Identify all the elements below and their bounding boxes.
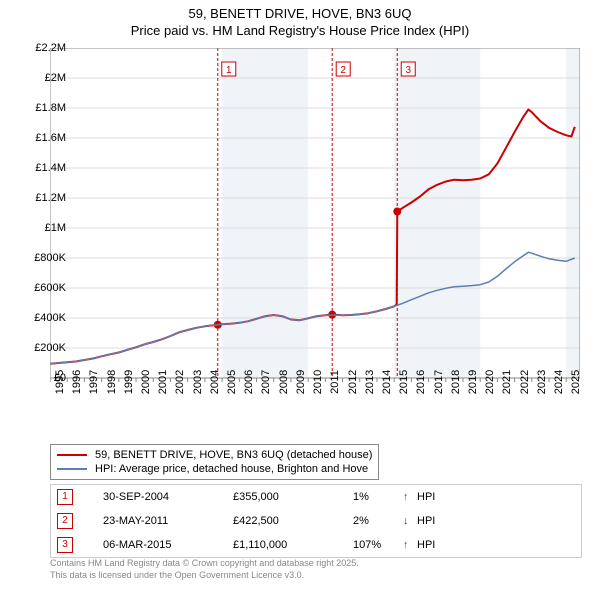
x-tick-label: 2024 (553, 370, 565, 394)
x-tick-label: 2007 (260, 370, 272, 394)
x-tick-label: 1999 (123, 370, 135, 394)
legend-swatch (57, 454, 87, 456)
transaction-suffix: HPI (417, 491, 435, 503)
x-tick-label: 2014 (381, 370, 393, 394)
transaction-price: £355,000 (233, 491, 353, 503)
x-tick-label: 1998 (106, 370, 118, 394)
x-tick-label: 2022 (519, 370, 531, 394)
x-tick-label: 2005 (226, 370, 238, 394)
x-tick-label: 2002 (174, 370, 186, 394)
legend-row: 59, BENETT DRIVE, HOVE, BN3 6UQ (detache… (57, 448, 372, 462)
transaction-row: 2 23-MAY-2011£422,5002%↓HPI (51, 509, 581, 533)
x-tick-label: 2011 (329, 370, 341, 394)
x-tick-label: 1996 (71, 370, 83, 394)
arrow-icon: ↓ (403, 515, 417, 527)
transaction-row: 1 30-SEP-2004£355,0001%↑HPI (51, 485, 581, 509)
transaction-number-badge: 2 (57, 513, 73, 529)
arrow-icon: ↑ (403, 491, 417, 503)
transaction-suffix: HPI (417, 539, 435, 551)
x-tick-label: 2000 (140, 370, 152, 394)
legend-label: 59, BENETT DRIVE, HOVE, BN3 6UQ (detache… (95, 449, 372, 461)
x-tick-label: 2020 (484, 370, 496, 394)
transaction-price: £1,110,000 (233, 539, 353, 551)
chart-area: 1 2 3 (50, 48, 580, 408)
y-tick-label: £1M (45, 222, 66, 234)
svg-text:1: 1 (226, 65, 232, 76)
transaction-pct: 1% (353, 491, 403, 503)
x-tick-label: 2006 (243, 370, 255, 394)
x-tick-label: 2010 (312, 370, 324, 394)
title-line2: Price paid vs. HM Land Registry's House … (0, 23, 600, 40)
x-tick-label: 2021 (501, 370, 513, 394)
arrow-icon: ↑ (403, 539, 417, 551)
attribution-line1: Contains HM Land Registry data © Crown c… (50, 558, 359, 570)
transaction-number-badge: 1 (57, 489, 73, 505)
y-tick-label: £2.2M (35, 42, 66, 54)
y-tick-label: £200K (34, 342, 66, 354)
x-tick-label: 2008 (278, 370, 290, 394)
x-tick-label: 2012 (347, 370, 359, 394)
x-tick-label: 2025 (570, 370, 582, 394)
transaction-pct: 107% (353, 539, 403, 551)
legend-swatch (57, 468, 87, 470)
x-tick-label: 2019 (467, 370, 479, 394)
y-tick-label: £1.2M (35, 192, 66, 204)
attribution-line2: This data is licensed under the Open Gov… (50, 570, 359, 582)
y-tick-label: £400K (34, 312, 66, 324)
x-tick-label: 2003 (192, 370, 204, 394)
title-line1: 59, BENETT DRIVE, HOVE, BN3 6UQ (0, 6, 600, 23)
y-tick-label: £2M (45, 72, 66, 84)
y-tick-label: £600K (34, 282, 66, 294)
x-tick-label: 2001 (157, 370, 169, 394)
x-tick-label: 2013 (364, 370, 376, 394)
transaction-row: 3 06-MAR-2015£1,110,000107%↑HPI (51, 533, 581, 557)
x-tick-label: 2015 (398, 370, 410, 394)
y-tick-label: £800K (34, 252, 66, 264)
legend-row: HPI: Average price, detached house, Brig… (57, 462, 372, 476)
y-tick-label: £1.4M (35, 162, 66, 174)
y-tick-label: £1.6M (35, 132, 66, 144)
chart-title: 59, BENETT DRIVE, HOVE, BN3 6UQ Price pa… (0, 0, 600, 40)
svg-text:2: 2 (340, 65, 346, 76)
x-tick-label: 2009 (295, 370, 307, 394)
transaction-price: £422,500 (233, 515, 353, 527)
y-tick-label: £1.8M (35, 102, 66, 114)
svg-text:3: 3 (405, 65, 411, 76)
attribution: Contains HM Land Registry data © Crown c… (50, 558, 359, 581)
transaction-table: 130-SEP-2004£355,0001%↑HPI223-MAY-2011£4… (50, 484, 582, 558)
legend-label: HPI: Average price, detached house, Brig… (95, 463, 368, 475)
x-tick-label: 1997 (88, 370, 100, 394)
transaction-date: 23-MAY-2011 (103, 515, 233, 527)
transaction-date: 30-SEP-2004 (103, 491, 233, 503)
x-tick-label: 2004 (209, 370, 221, 394)
x-tick-label: 2018 (450, 370, 462, 394)
transaction-date: 06-MAR-2015 (103, 539, 233, 551)
x-tick-label: 2017 (433, 370, 445, 394)
chart-svg: 1 2 3 (50, 48, 580, 408)
x-tick-label: 2016 (415, 370, 427, 394)
transaction-number-badge: 3 (57, 537, 73, 553)
legend: 59, BENETT DRIVE, HOVE, BN3 6UQ (detache… (50, 444, 379, 480)
transaction-suffix: HPI (417, 515, 435, 527)
x-tick-label: 2023 (536, 370, 548, 394)
x-tick-label: 1995 (54, 370, 66, 394)
transaction-pct: 2% (353, 515, 403, 527)
